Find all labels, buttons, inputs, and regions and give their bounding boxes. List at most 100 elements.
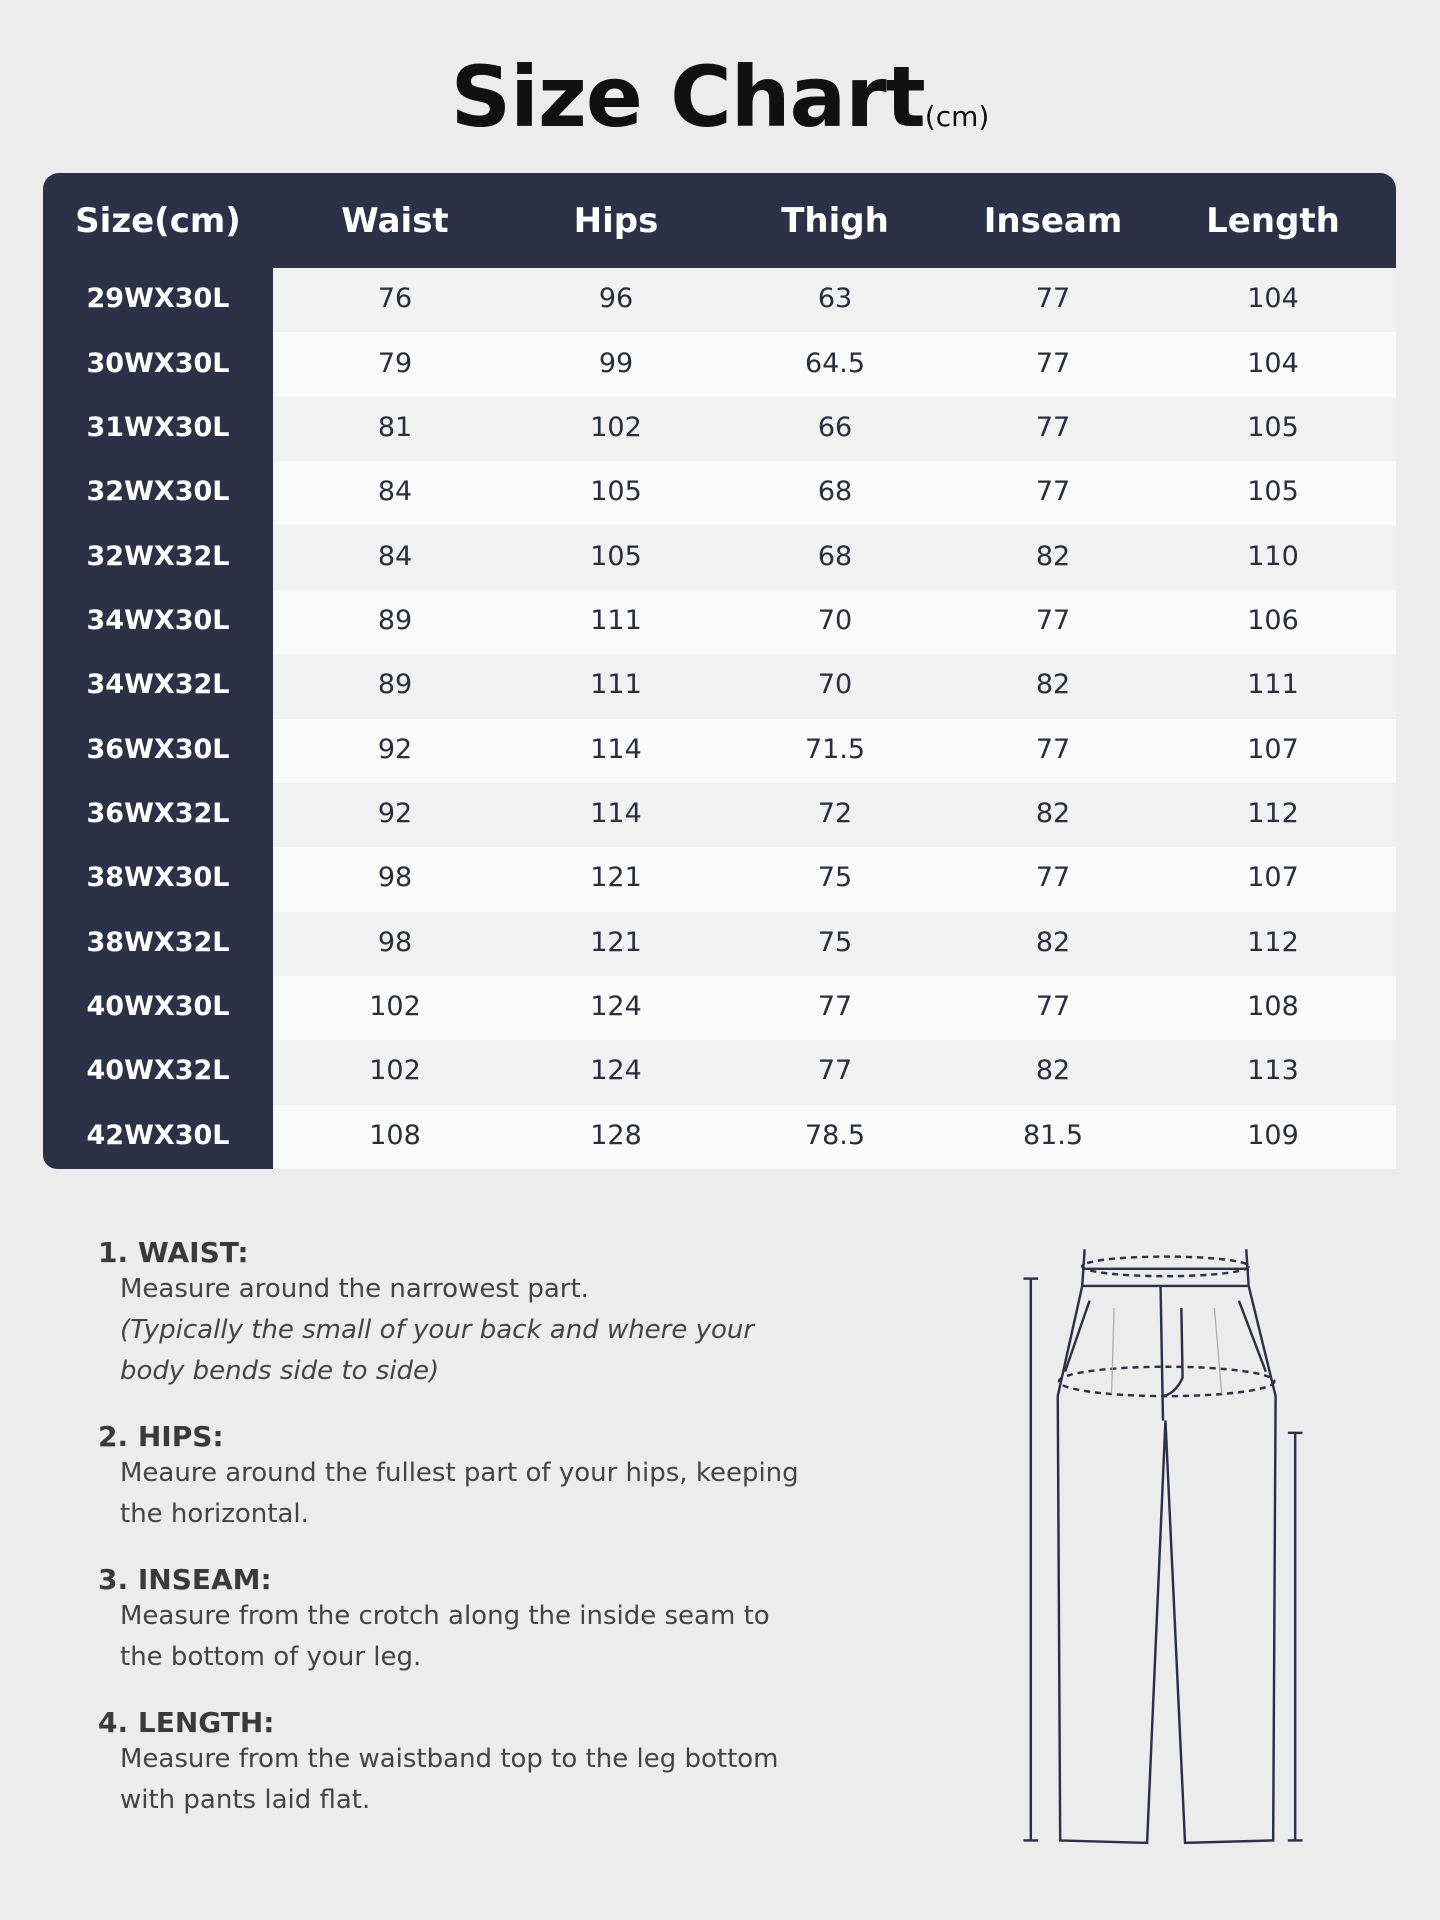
header-cell: Hips [573, 201, 659, 241]
value-cell: 81.5 [1022, 1119, 1084, 1151]
value-cell: 108 [1247, 991, 1299, 1023]
value-cell: 77 [1035, 411, 1071, 443]
value-cell: 66 [817, 411, 853, 443]
value-cell: 111 [590, 669, 642, 701]
value-cell: 77 [817, 1055, 853, 1087]
header-bg [43, 173, 1396, 268]
row-bg [273, 396, 1396, 462]
value-cell: 82 [1035, 540, 1071, 572]
value-cell: 110 [1247, 540, 1299, 572]
instruction-text: Measure from the waistband top to the le… [120, 1744, 779, 1774]
value-cell: 82 [1035, 1055, 1071, 1087]
value-cell: 105 [1247, 476, 1299, 508]
size-cell: 32WX30L [86, 476, 230, 508]
value-cell: 112 [1247, 798, 1299, 830]
value-cell: 68 [817, 476, 853, 508]
value-cell: 102 [369, 991, 421, 1023]
row-bg [273, 782, 1396, 848]
row-bg [273, 268, 1396, 333]
value-cell: 106 [1247, 604, 1299, 636]
size-cell: 38WX32L [86, 926, 230, 958]
value-cell: 112 [1247, 926, 1299, 958]
size-cell: 36WX30L [86, 733, 230, 765]
size-cell: 34WX30L [86, 604, 230, 636]
value-cell: 89 [377, 604, 413, 636]
value-cell: 111 [1247, 669, 1299, 701]
size-cell: 31WX30L [86, 411, 230, 443]
size-cell: 40WX32L [86, 1055, 230, 1087]
row-bg [273, 1104, 1396, 1169]
instruction-text: Meaure around the fullest part of your h… [120, 1458, 799, 1488]
value-cell: 77 [1035, 476, 1071, 508]
value-cell: 77 [1035, 283, 1071, 315]
title-block: Size Chart(cm) [0, 48, 1440, 146]
value-cell: 79 [377, 347, 413, 379]
value-cell: 71.5 [804, 733, 866, 765]
value-cell: 84 [377, 476, 413, 508]
instruction-heading: 3. INSEAM: [98, 1563, 272, 1596]
size-cell: 34WX32L [86, 669, 230, 701]
value-cell: 63 [817, 283, 853, 315]
value-cell: 70 [817, 604, 853, 636]
value-cell: 92 [377, 733, 413, 765]
instruction-note: body bends side to side) [120, 1356, 440, 1386]
value-cell: 102 [369, 1055, 421, 1087]
value-cell: 124 [590, 1055, 642, 1087]
row-bg [273, 525, 1396, 590]
size-column-bg [43, 268, 273, 1169]
instruction-text: the bottom of your leg. [120, 1642, 422, 1672]
value-cell: 82 [1035, 669, 1071, 701]
instruction-heading: 1. WAIST: [98, 1236, 249, 1269]
value-cell: 104 [1247, 283, 1299, 315]
instruction-heading: 4. LENGTH: [98, 1706, 275, 1739]
value-cell: 108 [369, 1119, 421, 1151]
value-cell: 82 [1035, 926, 1071, 958]
value-cell: 81 [377, 411, 413, 443]
value-cell: 75 [817, 862, 853, 894]
value-cell: 77 [1035, 862, 1071, 894]
instruction-text: Measure from the crotch along the inside… [120, 1601, 770, 1631]
value-cell: 124 [590, 991, 642, 1023]
value-cell: 104 [1247, 347, 1299, 379]
value-cell: 89 [377, 669, 413, 701]
size-cell: 38WX30L [86, 862, 230, 894]
header-cell: Length [1206, 201, 1340, 241]
value-cell: 78.5 [804, 1119, 866, 1151]
value-cell: 105 [1247, 411, 1299, 443]
value-cell: 121 [590, 926, 642, 958]
value-cell: 114 [590, 733, 642, 765]
instruction-text: with pants laid flat. [120, 1785, 371, 1815]
row-bg [273, 1040, 1396, 1105]
value-cell: 98 [377, 862, 413, 894]
value-cell: 121 [590, 862, 642, 894]
value-cell: 92 [377, 798, 413, 830]
size-cell: 42WX30L [86, 1119, 230, 1151]
value-cell: 82 [1035, 798, 1071, 830]
size-cell: 30WX30L [86, 347, 230, 379]
instructions: 1. WAIST: Measure around the narrowest pa… [98, 1236, 898, 1821]
instruction-heading: 2. HIPS: [98, 1420, 224, 1453]
value-cell: 99 [598, 347, 634, 379]
row-bg [273, 654, 1396, 719]
value-cell: 105 [590, 476, 642, 508]
value-cell: 76 [377, 283, 413, 315]
instruction-note: (Typically the small of your back and wh… [120, 1315, 755, 1345]
unit: (cm) [924, 100, 990, 133]
row-bg [273, 332, 1396, 397]
row-bg [273, 847, 1396, 912]
value-cell: 75 [817, 926, 853, 958]
size-cell: 32WX32L [86, 540, 230, 572]
header-cell: Waist [341, 201, 449, 241]
value-cell: 77 [817, 991, 853, 1023]
row-bg [273, 911, 1396, 976]
value-cell: 70 [817, 669, 853, 701]
size-cell: 29WX30L [86, 283, 230, 315]
header-cell: Inseam [983, 201, 1123, 241]
value-cell: 84 [377, 540, 413, 572]
instruction-text: the horizontal. [120, 1499, 309, 1529]
instruction-text: Measure around the narrowest part. [120, 1274, 589, 1304]
value-cell: 77 [1035, 347, 1071, 379]
pants-diagram [1023, 1249, 1303, 1845]
value-cell: 96 [598, 283, 634, 315]
